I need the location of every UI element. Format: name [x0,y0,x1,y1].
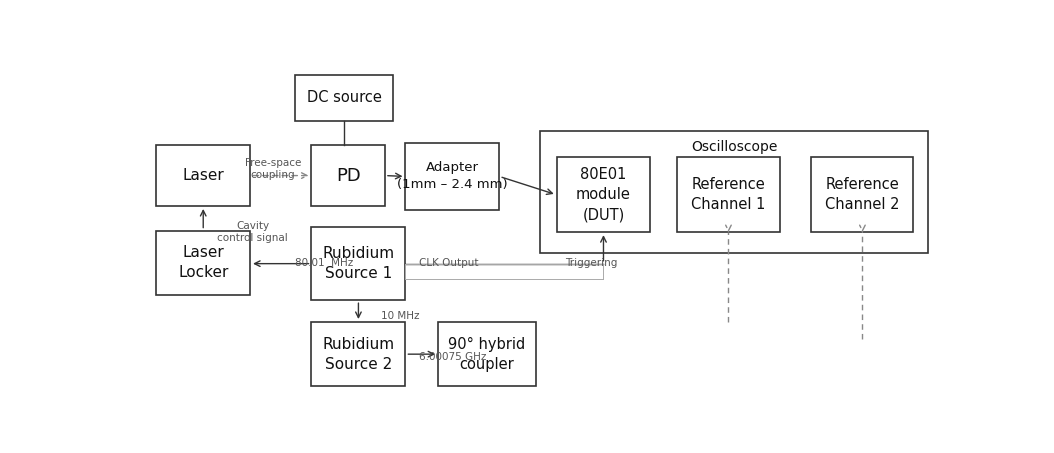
Text: DC source: DC source [307,91,382,106]
Bar [438,322,536,386]
Bar [406,143,500,210]
Text: CLK Output: CLK Output [419,258,479,268]
Text: PD: PD [336,167,360,184]
Text: Free-space
coupling: Free-space coupling [245,158,301,179]
Text: Triggering: Triggering [565,258,617,268]
Bar [156,145,250,206]
Text: Oscilloscope: Oscilloscope [691,140,778,154]
Bar [312,322,406,386]
Text: 80E01
module
(DUT): 80E01 module (DUT) [577,168,631,222]
Bar [312,227,406,300]
Text: Reference
Channel 1: Reference Channel 1 [691,178,765,212]
Bar [540,131,929,253]
Bar [678,157,780,232]
Text: 90° hybrid
coupler: 90° hybrid coupler [448,337,526,371]
Text: Rubidium
Source 1: Rubidium Source 1 [323,246,394,281]
Text: 80.01  MHz: 80.01 MHz [295,258,353,268]
Text: Laser
Locker: Laser Locker [178,246,229,280]
Text: Adapter
(1mm – 2.4 mm): Adapter (1mm – 2.4 mm) [397,161,508,192]
Text: 10 MHz: 10 MHz [380,311,419,321]
Text: Reference
Channel 2: Reference Channel 2 [825,178,900,212]
Text: 6.00075 GHz: 6.00075 GHz [419,352,487,362]
Bar [557,157,650,232]
Bar [812,157,914,232]
Text: Rubidium
Source 2: Rubidium Source 2 [323,337,394,371]
Bar [156,231,250,295]
Bar [312,145,385,206]
Text: Cavity
control signal: Cavity control signal [217,222,288,243]
Text: Laser: Laser [182,168,225,183]
Bar [295,75,393,120]
